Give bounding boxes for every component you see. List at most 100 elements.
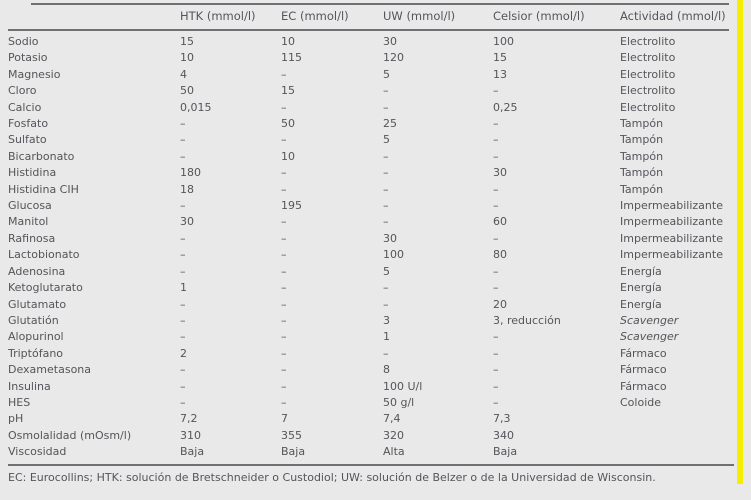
ec-value: – — [281, 248, 287, 262]
uw-value: 1 — [383, 330, 390, 344]
substance-label: Sulfato — [8, 133, 47, 147]
table-row: Sulfato – – 5 – Tampón — [8, 132, 735, 148]
celsior-value: – — [493, 149, 499, 163]
table-row: Adenosina – – 5 – Energía — [8, 264, 735, 280]
table-row: Bicarbonato – 10 – – Tampón — [8, 149, 735, 165]
table-row: HES – – 50 g/l – Coloide — [8, 395, 735, 411]
htk-value: 180 — [180, 166, 201, 180]
substance-label: Osmolalidad (mOsm/l) — [8, 428, 132, 442]
htk-value: 7,2 — [180, 412, 198, 426]
celsior-value: 7,3 — [493, 412, 511, 426]
actividad-value: Tampón — [620, 117, 664, 131]
celsior-value: – — [493, 84, 499, 98]
actividad-value: Energía — [620, 264, 662, 278]
uw-value: – — [383, 166, 389, 180]
table-row: pH 7,2 7 7,4 7,3 — [8, 411, 735, 427]
table-row: Calcio 0,015 – – 0,25 Electrolito — [8, 100, 735, 116]
header-divider-rule — [8, 29, 729, 31]
actividad-value: Tampón — [620, 182, 664, 196]
uw-value: 50 g/l — [383, 395, 415, 409]
celsior-value: – — [493, 231, 499, 245]
uw-value: – — [383, 149, 389, 163]
htk-value: – — [180, 133, 186, 147]
actividad-value: Electrolito — [620, 84, 676, 98]
ec-value: – — [281, 215, 287, 229]
htk-value: – — [180, 395, 186, 409]
actividad-value: Impermeabilizante — [620, 248, 723, 262]
actividad-value: Electrolito — [620, 35, 676, 48]
substance-label: Rafinosa — [8, 231, 56, 245]
celsior-value: 30 — [493, 166, 507, 180]
ec-value: – — [281, 297, 287, 311]
ec-value: 195 — [281, 199, 302, 213]
uw-value: 120 — [383, 51, 404, 65]
ec-value: – — [281, 100, 287, 114]
ec-value: – — [281, 67, 287, 81]
header-row: HTK (mmol/l) EC (mmol/l) UW (mmol/l) Cel… — [8, 3, 735, 34]
substance-label: Cloro — [8, 84, 37, 98]
ec-value: – — [281, 346, 287, 360]
uw-value: 25 — [383, 117, 397, 131]
table-row: Glucosa – 195 – – Impermeabilizante — [8, 198, 735, 214]
substance-label: Lactobionato — [8, 248, 80, 262]
actividad-value: Tampón — [620, 149, 664, 163]
table-row: Manitol 30 – – 60 Impermeabilizante — [8, 214, 735, 230]
table-row: Lactobionato – – 100 80 Impermeabilizante — [8, 247, 735, 263]
htk-value: – — [180, 264, 186, 278]
uw-value: – — [383, 100, 389, 114]
celsior-value: – — [493, 117, 499, 131]
actividad-value: Coloide — [620, 395, 662, 409]
ec-value: – — [281, 182, 287, 196]
htk-value: – — [180, 379, 186, 393]
celsior-value: 13 — [493, 67, 507, 81]
htk-value: 1 — [180, 281, 187, 295]
actividad-value: Fármaco — [620, 346, 667, 360]
celsior-value: – — [493, 330, 499, 344]
actividad-value: Impermeabilizante — [620, 215, 723, 229]
actividad-value: Scavenger — [620, 313, 679, 327]
uw-value: 5 — [383, 133, 390, 147]
actividad-value: Energía — [620, 281, 662, 295]
actividad-value: Electrolito — [620, 51, 676, 65]
celsior-value: Baja — [493, 445, 518, 459]
ec-value: – — [281, 363, 287, 377]
substance-label: Fosfato — [8, 117, 49, 131]
table-row: Osmolalidad (mOsm/l) 310 355 320 340 — [8, 428, 735, 444]
substance-label: Adenosina — [8, 264, 66, 278]
celsior-value: 80 — [493, 248, 507, 262]
substance-label: Glucosa — [8, 199, 52, 213]
substance-label: Histidina CIH — [8, 182, 79, 196]
table-header: HTK (mmol/l) EC (mmol/l) UW (mmol/l) Cel… — [8, 3, 735, 34]
ec-value: 355 — [281, 428, 302, 442]
uw-value: 5 — [383, 264, 390, 278]
table-row: Ketoglutarato 1 – – – Energía — [8, 280, 735, 296]
substance-label: HES — [8, 395, 31, 409]
table-row: Triptófano 2 – – – Fármaco — [8, 346, 735, 362]
ec-value: 10 — [281, 149, 295, 163]
table-body: Sodio 15 10 30 100 Electrolito Potasio 10 115 120… — [8, 34, 735, 461]
column-header-ec: EC (mmol/l) — [281, 9, 349, 23]
actividad-value: Impermeabilizante — [620, 231, 723, 245]
substance-label: Histidina — [8, 166, 57, 180]
uw-value: 30 — [383, 231, 397, 245]
celsior-value: – — [493, 182, 499, 196]
actividad-value: Electrolito — [620, 100, 676, 114]
celsior-value: – — [493, 133, 499, 147]
ec-value: – — [281, 379, 287, 393]
table-row: Histidina CIH 18 – – – Tampón — [8, 182, 735, 198]
celsior-value: – — [493, 264, 499, 278]
celsior-value: 15 — [493, 51, 507, 65]
ec-value: – — [281, 231, 287, 245]
substance-label: Insulina — [8, 379, 51, 393]
actividad-value: Energía — [620, 297, 662, 311]
substance-label: Alopurinol — [8, 330, 64, 344]
celsior-value: – — [493, 346, 499, 360]
table-row: Fosfato – 50 25 – Tampón — [8, 116, 735, 132]
htk-value: 50 — [180, 84, 194, 98]
table-row: Sodio 15 10 30 100 Electrolito — [8, 34, 735, 50]
celsior-value: 60 — [493, 215, 507, 229]
table-row: Dexametasona – – 8 – Fármaco — [8, 362, 735, 378]
ec-value: – — [281, 330, 287, 344]
htk-value: 0,015 — [180, 100, 212, 114]
table-row: Insulina – – 100 U/l – Fármaco — [8, 379, 735, 395]
